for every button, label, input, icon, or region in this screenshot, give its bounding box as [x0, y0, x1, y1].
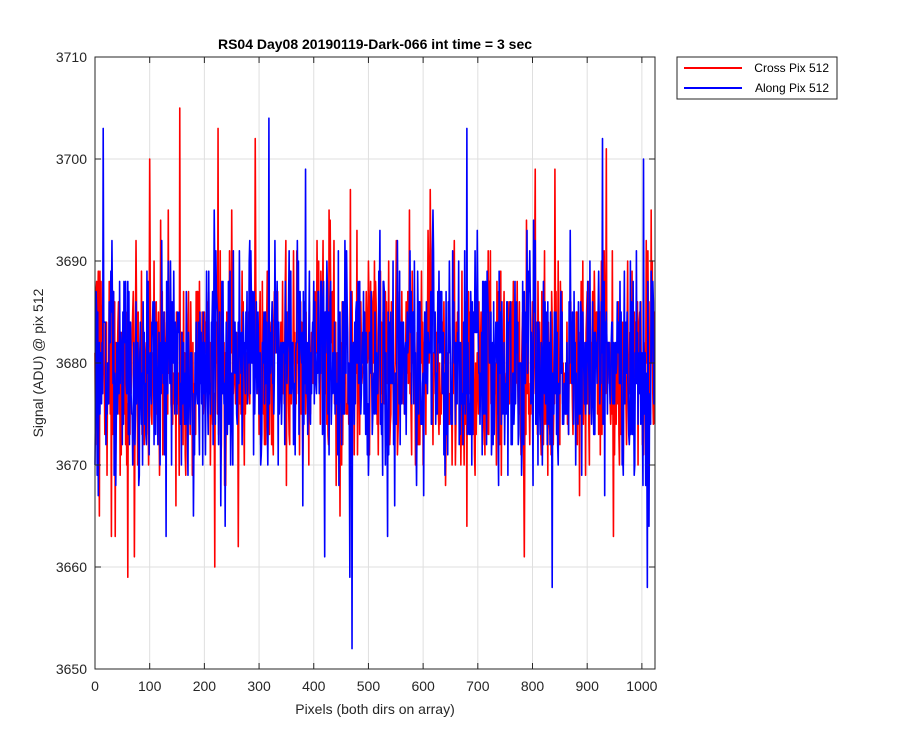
y-axis-label: Signal (ADU) @ pix 512 [30, 288, 46, 437]
x-tick-label: 100 [138, 678, 162, 694]
y-tick-label: 3700 [56, 151, 87, 167]
x-axis-label: Pixels (both dirs on array) [295, 701, 455, 717]
ticks [94, 56, 655, 670]
series-layer [94, 107, 656, 650]
y-tick-label: 3670 [56, 457, 87, 473]
y-tick-label: 3650 [56, 661, 87, 677]
y-tick-label: 3680 [56, 355, 87, 371]
legend-label-along: Along Pix 512 [755, 81, 829, 95]
chart-title: RS04 Day08 20190119-Dark-066 int time = … [218, 36, 532, 52]
tick-labels: 0 100 200 300 400 500 600 700 800 900 1000 3650 3660… [56, 49, 658, 694]
x-tick-label: 300 [247, 678, 271, 694]
x-tick-label: 200 [193, 678, 217, 694]
y-tick-label: 3710 [56, 49, 87, 65]
x-tick-label: 800 [521, 678, 545, 694]
x-tick-label: 900 [576, 678, 600, 694]
x-tick-label: 400 [302, 678, 326, 694]
y-tick-label: 3690 [56, 253, 87, 269]
legend-label-cross: Cross Pix 512 [754, 61, 829, 75]
series-line-along-pix-512 [94, 117, 656, 650]
x-tick-label: 0 [91, 678, 99, 694]
x-tick-label: 700 [466, 678, 490, 694]
y-tick-label: 3660 [56, 559, 87, 575]
legend-box [676, 56, 838, 100]
x-tick-label: 600 [411, 678, 435, 694]
legend: Cross Pix 512 Along Pix 512 [676, 56, 838, 100]
x-tick-label: 1000 [626, 678, 657, 694]
x-tick-label: 500 [357, 678, 381, 694]
